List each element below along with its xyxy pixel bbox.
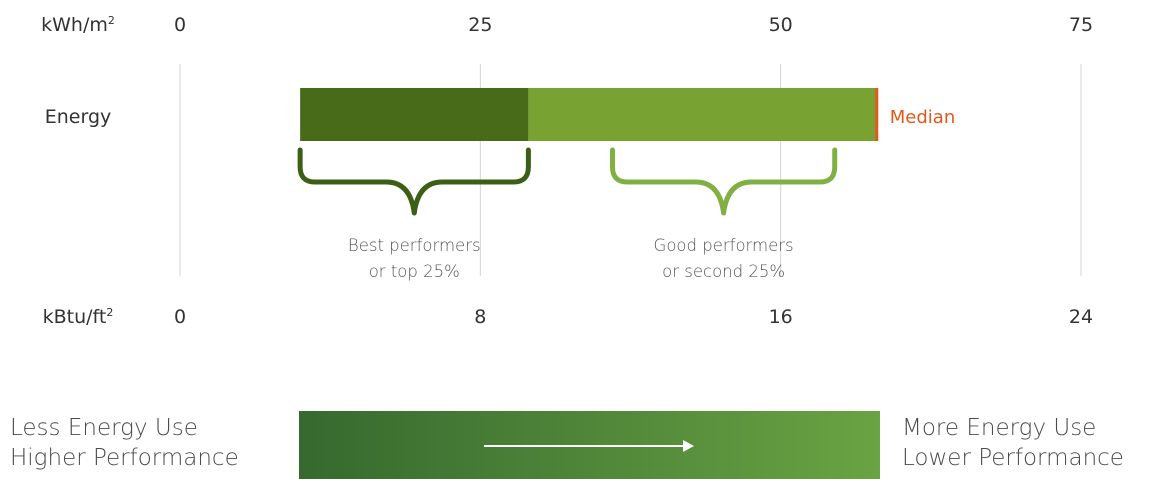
more-energy-lower-performance-label: More Energy Use Lower Performance xyxy=(902,413,1124,473)
left-line-1: Less Energy Use xyxy=(10,415,198,441)
bottom-axis-unit: kBtu/ft2 xyxy=(43,306,114,328)
bottom-tick-label: 24 xyxy=(1069,306,1093,328)
bar-segment-2 xyxy=(528,88,877,141)
top-tick-label: 50 xyxy=(769,14,793,36)
category-label-energy: Energy xyxy=(45,106,112,128)
performance-braces: Best performers or top 25% Good performers… xyxy=(297,147,838,281)
right-line-2: Lower Performance xyxy=(902,445,1124,471)
top-tick-label: 25 xyxy=(468,14,492,36)
top-axis-unit: kWh/m2 xyxy=(41,14,115,36)
bottom-tick-label: 8 xyxy=(474,306,486,328)
brace-label-1-line-2: or top 25% xyxy=(369,262,460,281)
bottom-tick-label: 16 xyxy=(769,306,793,328)
top-axis: kWh/m2 0 25 50 75 xyxy=(41,14,1093,36)
median-label: Median xyxy=(890,107,955,128)
brace-label-1-line-1: Best performers xyxy=(348,236,481,255)
bottom-axis: kBtu/ft2 0 8 16 24 xyxy=(43,306,1093,328)
brace-1 xyxy=(297,147,531,216)
right-line-1: More Energy Use xyxy=(902,415,1097,441)
brace-label-2-line-1: Good performers xyxy=(654,236,794,255)
top-tick-label: 0 xyxy=(174,14,186,36)
direction-arrow-icon xyxy=(484,440,694,452)
less-energy-higher-performance-label: Less Energy Use Higher Performance xyxy=(10,413,239,473)
energy-bar xyxy=(300,88,877,141)
brace-label-2-line-2: or second 25% xyxy=(662,262,785,281)
left-line-2: Higher Performance xyxy=(10,445,239,471)
bar-segment-1 xyxy=(300,88,529,141)
top-tick-label: 75 xyxy=(1069,14,1093,36)
brace-2 xyxy=(609,147,838,216)
bottom-tick-label: 0 xyxy=(174,306,186,328)
median-marker: Median xyxy=(875,88,955,141)
